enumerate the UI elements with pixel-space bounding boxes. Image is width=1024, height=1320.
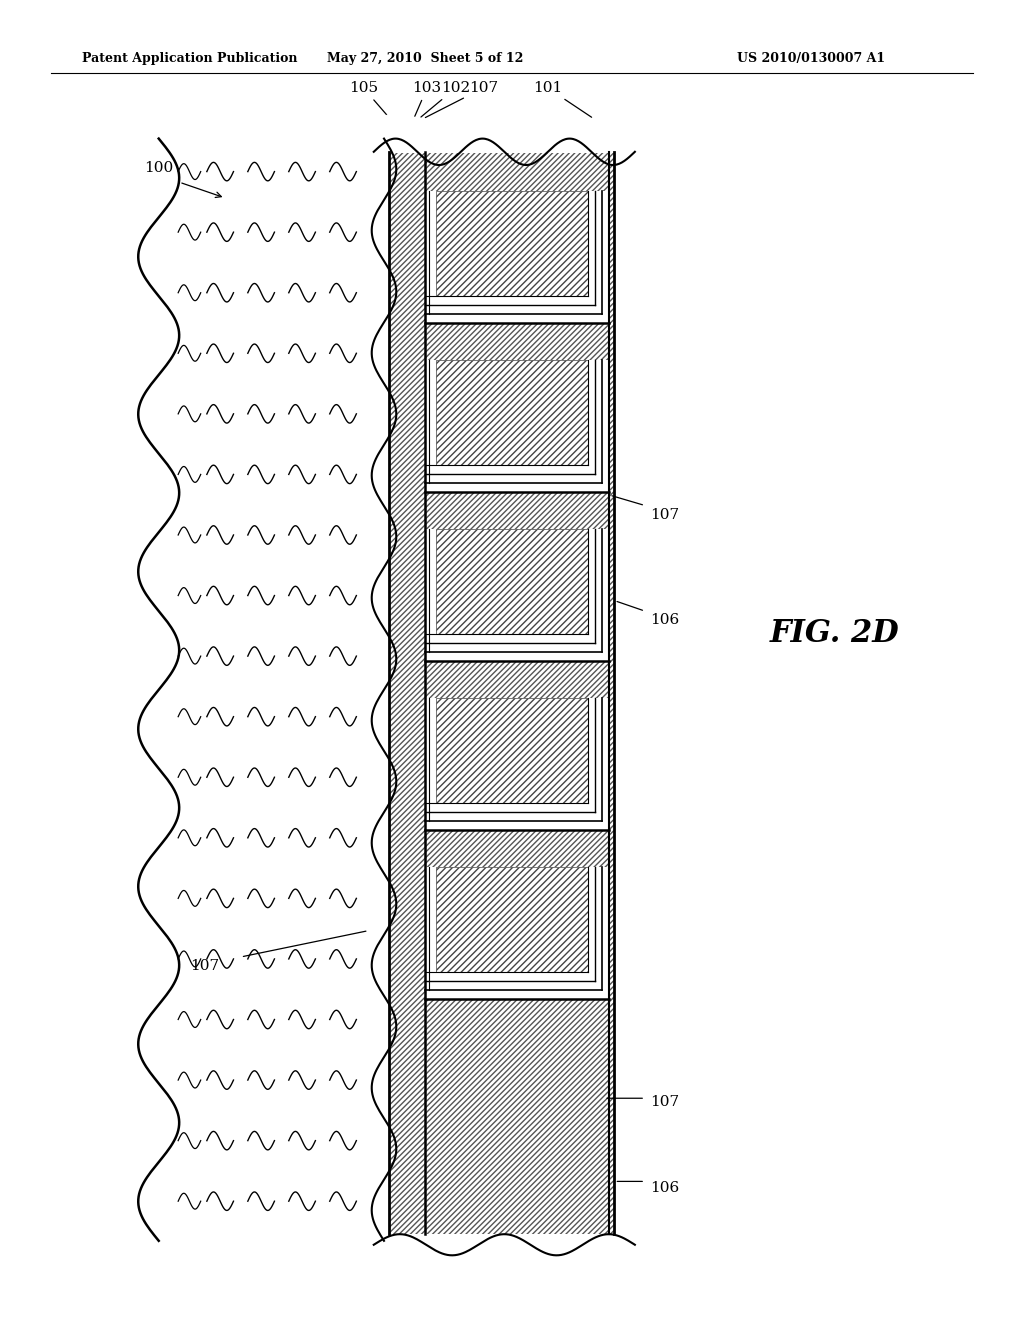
Bar <box>436 191 588 296</box>
Text: 105: 105 <box>349 81 388 116</box>
Bar <box>436 698 588 803</box>
Text: 102: 102 <box>421 81 470 117</box>
Bar <box>436 360 588 465</box>
Text: 101: 101 <box>534 81 592 117</box>
Text: May 27, 2010  Sheet 5 of 12: May 27, 2010 Sheet 5 of 12 <box>327 51 523 65</box>
Text: FIG. 2D: FIG. 2D <box>770 618 899 649</box>
Text: 103: 103 <box>413 81 441 116</box>
Bar <box>425 698 609 830</box>
Text: 106: 106 <box>650 1181 680 1195</box>
Text: 100: 100 <box>144 161 173 174</box>
Text: US 2010/0130007 A1: US 2010/0130007 A1 <box>737 51 886 65</box>
Bar <box>389 152 614 1234</box>
Bar <box>436 191 588 296</box>
Text: 106: 106 <box>650 614 680 627</box>
Bar <box>425 867 609 999</box>
Bar <box>436 867 588 972</box>
Text: Patent Application Publication: Patent Application Publication <box>82 51 297 65</box>
Bar <box>436 867 588 972</box>
Bar <box>425 529 609 661</box>
Bar <box>436 529 588 634</box>
Bar <box>436 529 588 634</box>
Text: 107: 107 <box>650 1096 679 1109</box>
Polygon shape <box>138 139 396 1241</box>
Text: 107: 107 <box>650 508 679 521</box>
Text: 107: 107 <box>190 960 219 973</box>
Bar <box>436 360 588 465</box>
Bar <box>425 360 609 492</box>
Text: 107: 107 <box>425 81 498 117</box>
Bar <box>389 152 614 1234</box>
Bar <box>436 698 588 803</box>
Bar <box>425 191 609 323</box>
